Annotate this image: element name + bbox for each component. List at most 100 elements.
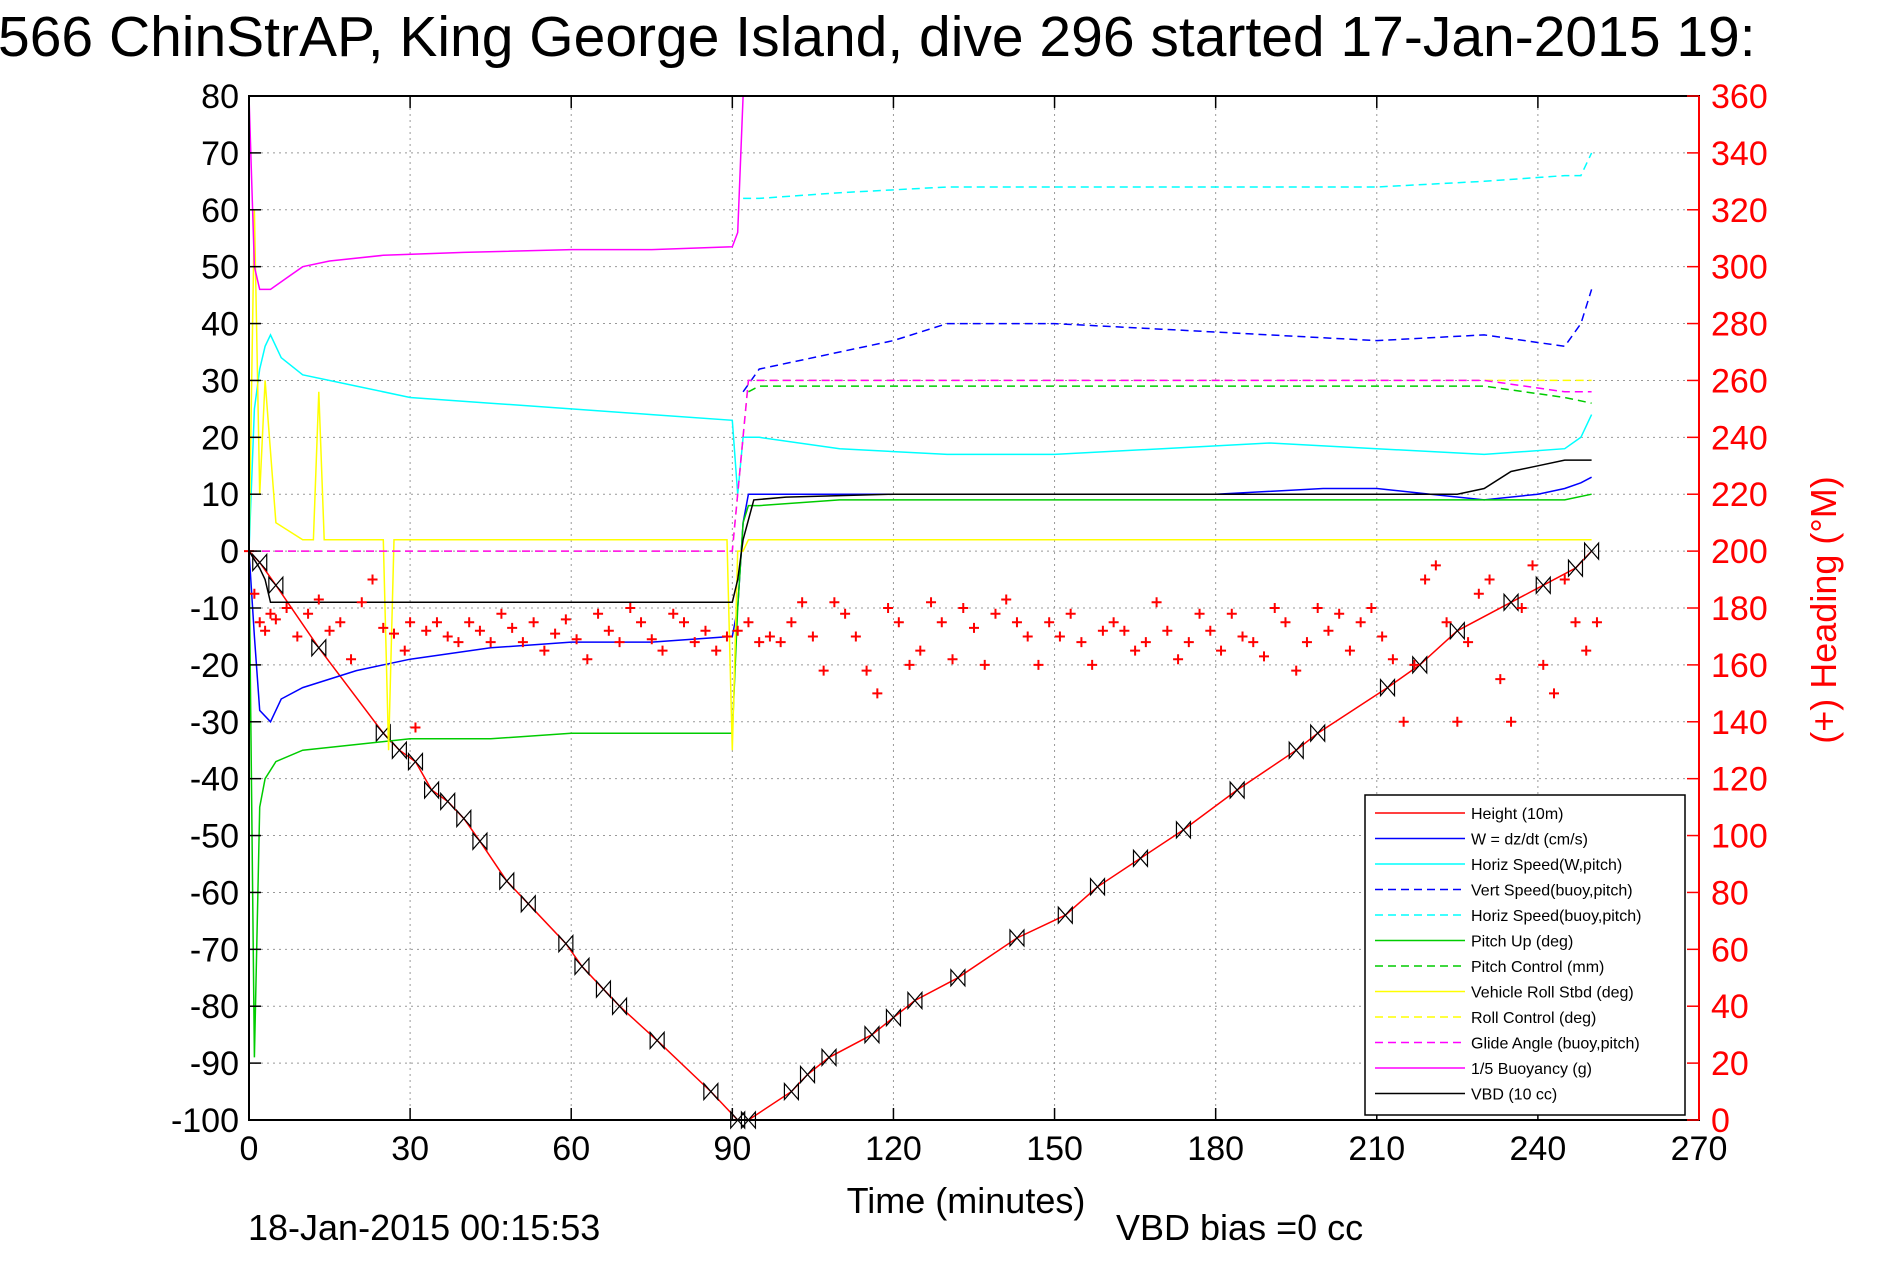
- heading-point: [1248, 637, 1259, 648]
- heading-point: [1291, 665, 1302, 676]
- chart-title: 566 ChinStrAP, King George Island, dive …: [0, 5, 1756, 69]
- x-tick-label: 90: [713, 1130, 751, 1168]
- legend-label: Pitch Control (mm): [1471, 959, 1604, 976]
- height-marker: [1379, 678, 1396, 698]
- heading-point: [1484, 574, 1495, 585]
- heading-point: [405, 617, 416, 628]
- height-marker: [1132, 848, 1149, 868]
- height-marker: [864, 1025, 880, 1045]
- height-marker: [1567, 558, 1584, 578]
- footer-date: 18-Jan-2015 00:15:53: [248, 1207, 600, 1248]
- heading-point: [603, 625, 614, 636]
- height-marker: [1449, 621, 1465, 641]
- heading-point: [1355, 617, 1366, 628]
- heading-point: [1097, 625, 1108, 636]
- heading-point: [356, 597, 367, 608]
- y-right-tick-label: 300: [1711, 249, 1768, 287]
- heading-point: [1087, 659, 1098, 670]
- y-right-tick-label: 140: [1711, 704, 1768, 742]
- heading-point: [421, 625, 432, 636]
- height-marker: [730, 1110, 746, 1130]
- tick-layer: 0 30 60 90 120 150 180 210 240 270 80 70 60 50 40 30 20 1…: [171, 78, 1768, 1168]
- heading-point: [883, 603, 894, 613]
- y-tick-label: -40: [190, 761, 239, 799]
- y-right-tick-label: 100: [1711, 818, 1768, 856]
- height-marker: [520, 894, 536, 914]
- heading-point: [1441, 617, 1452, 628]
- heading-point: [517, 637, 528, 648]
- heading-point: [265, 608, 276, 619]
- heading-point: [1420, 574, 1431, 585]
- height-marker: [1310, 723, 1326, 743]
- heading-point: [732, 625, 743, 636]
- heading-point: [614, 637, 625, 648]
- height-marker: [595, 979, 612, 999]
- y-right-tick-label: 200: [1711, 533, 1768, 571]
- heading-point: [1549, 688, 1559, 699]
- height-marker: [456, 808, 472, 829]
- heading-point: [1452, 716, 1463, 727]
- heading-point: [528, 617, 539, 628]
- heading-point: [1591, 617, 1602, 628]
- series-line-horiz-speed-buoy-pitch: [743, 152, 1593, 200]
- height-marker: [1288, 740, 1304, 760]
- legend-label: Horiz Speed(W,pitch): [1471, 857, 1622, 874]
- heading-point: [464, 617, 475, 628]
- y-tick-label: -10: [190, 590, 239, 628]
- height-marker: [611, 996, 628, 1016]
- series-vehicle-roll-stbd-deg: [248, 209, 1592, 751]
- heading-point: [1108, 617, 1119, 628]
- height-marker: [950, 968, 966, 988]
- heading-point: [861, 665, 872, 676]
- x-tick-label: 180: [1187, 1130, 1244, 1168]
- series-horiz-speed-buoy-pitch: [743, 152, 1593, 200]
- y-tick-label: -90: [190, 1045, 239, 1083]
- y-tick-label: 10: [201, 476, 239, 514]
- heading-point: [743, 617, 754, 628]
- x-axis-label: Time (minutes): [847, 1180, 1086, 1221]
- heading-point: [1280, 617, 1291, 628]
- heading-point: [270, 614, 281, 625]
- heading-point: [1409, 659, 1420, 670]
- heading-point: [936, 617, 947, 628]
- heading-point: [346, 654, 357, 665]
- heading-point: [571, 634, 582, 645]
- x-tick-label: 0: [240, 1130, 259, 1168]
- heading-point: [625, 603, 636, 613]
- legend-label: 1/5 Buoyancy (g): [1471, 1061, 1592, 1078]
- y-right-tick-label: 280: [1711, 306, 1768, 344]
- heading-point: [1473, 588, 1484, 599]
- heading-point: [1065, 608, 1076, 619]
- heading-point: [872, 688, 883, 699]
- ylabel-right-group: (+) Heading (°M): [1803, 476, 1844, 743]
- heading-point: [1366, 603, 1377, 613]
- heading-point: [904, 659, 915, 670]
- heading-point: [711, 645, 722, 656]
- heading-point: [1398, 716, 1409, 727]
- height-marker: [703, 1081, 719, 1102]
- heading-point: [550, 628, 561, 639]
- series-line-vbd-10-cc: [248, 459, 1592, 604]
- legend: Height (10m) W = dz/dt (cm/s) Horiz Speed(…: [1364, 794, 1686, 1116]
- x-tick-label: 120: [865, 1130, 922, 1168]
- series-line-w-dz-dt-cm-s: [248, 476, 1592, 724]
- y-right-tick-label: 260: [1711, 362, 1768, 400]
- heading-point: [679, 617, 689, 628]
- legend-label: VBD (10 cc): [1471, 1087, 1557, 1104]
- y-tick-label: 50: [201, 249, 239, 287]
- heading-point: [657, 645, 668, 656]
- heading-point: [399, 645, 410, 656]
- heading-point: [281, 603, 292, 613]
- y-tick-label: -50: [190, 818, 239, 856]
- heading-point: [721, 631, 732, 642]
- heading-point: [893, 617, 904, 628]
- x-tick-label: 240: [1510, 1130, 1567, 1168]
- heading-point: [1011, 617, 1022, 628]
- heading-point: [1323, 625, 1334, 636]
- heading-point: [689, 637, 700, 648]
- series-line-pitch-control-mm: [748, 385, 1592, 404]
- legend-box: [1364, 794, 1686, 1116]
- heading-point: [453, 637, 464, 648]
- heading-point: [979, 659, 990, 670]
- height-marker: [423, 780, 440, 800]
